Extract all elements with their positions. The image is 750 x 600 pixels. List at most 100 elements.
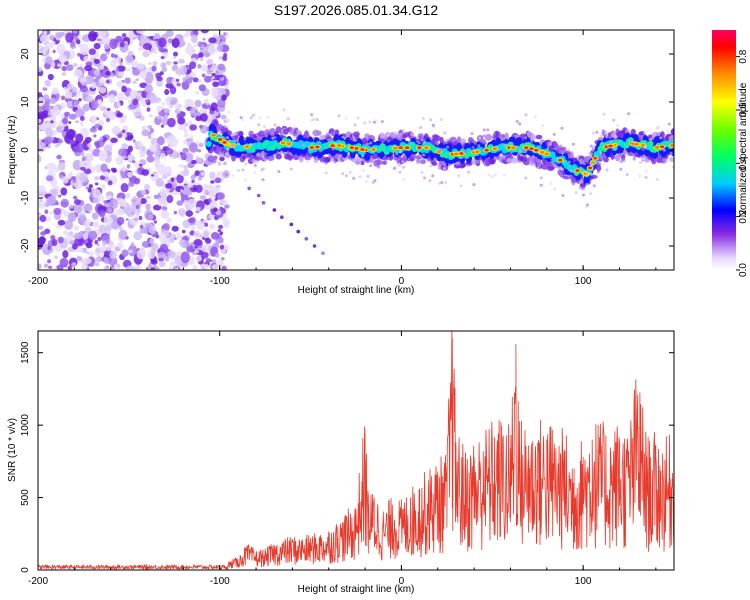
noise-blob [190, 159, 197, 165]
signal-scatter [344, 174, 348, 178]
noise-blob [180, 189, 184, 192]
signal-halo [417, 133, 424, 141]
noise-blob [148, 113, 154, 118]
noise-blob [219, 206, 223, 210]
signal-halo [207, 155, 215, 163]
noise-blob [189, 135, 194, 139]
noise-blob [73, 69, 83, 78]
signal-scatter [249, 116, 253, 120]
noise-blob [38, 118, 42, 124]
noise-blob [38, 111, 47, 120]
signal-halo [504, 132, 509, 141]
noise-blob [132, 139, 136, 143]
noise-blob [198, 52, 204, 59]
signal-scatter [632, 157, 636, 161]
noise-blob [45, 127, 53, 137]
signal-scatter [571, 142, 575, 146]
noise-blob [73, 195, 78, 200]
noise-blob [164, 89, 170, 96]
spectral-streak [256, 193, 261, 198]
noise-blob [47, 112, 52, 116]
signal-scatter [422, 175, 426, 179]
noise-blob [121, 129, 126, 134]
signal-scatter [428, 179, 432, 183]
noise-blob [189, 106, 199, 117]
signal-scatter [369, 141, 373, 145]
signal-scatter [539, 176, 543, 180]
noise-blob [144, 98, 149, 103]
noise-blob [120, 183, 129, 193]
signal-peak [523, 146, 529, 150]
noise-blob [38, 105, 43, 112]
noise-blob [139, 163, 143, 167]
noise-blob [150, 242, 159, 251]
colorbar-tick-label: 0.0 [738, 263, 749, 277]
noise-blob [173, 237, 178, 240]
noise-blob [106, 107, 111, 111]
colorbar-tick-label: 0.4 [738, 156, 749, 170]
noise-blob [157, 201, 162, 207]
noise-blob [200, 64, 208, 72]
noise-blob [187, 183, 194, 188]
noise-blob [56, 264, 64, 270]
noise-blob [91, 222, 96, 226]
signal-scatter [481, 139, 485, 143]
x-tick-label: 100 [575, 276, 592, 287]
noise-blob [101, 37, 110, 45]
noise-blob [158, 260, 166, 268]
noise-blob [99, 86, 107, 94]
colorbar-label: Normalized spectral amplitude [738, 82, 749, 217]
noise-blob [160, 152, 166, 159]
signal-scatter [591, 131, 595, 135]
noise-blob [99, 136, 104, 141]
noise-blob [85, 61, 93, 67]
noise-blob [63, 86, 68, 92]
noise-blob [136, 30, 146, 34]
noise-blob [127, 154, 133, 161]
signal-scatter [371, 181, 375, 185]
noise-blob [43, 94, 50, 101]
noise-blob [216, 99, 226, 108]
signal-scatter [659, 136, 663, 140]
noise-blob [88, 184, 93, 189]
noise-blob [44, 209, 49, 215]
signal-scatter [477, 144, 481, 148]
noise-blob [207, 45, 216, 55]
noise-blob [114, 54, 118, 59]
noise-blob [149, 237, 155, 245]
noise-blob [75, 133, 84, 144]
noise-blob [99, 106, 107, 111]
signal-scatter [241, 118, 245, 122]
spectral-streak [289, 222, 294, 227]
signal-scatter [518, 149, 522, 153]
noise-blob [103, 43, 110, 50]
signal-scatter [472, 183, 476, 187]
noise-blob [137, 167, 142, 172]
colorbar-ticks: 0.0 0.2 0.4 0.6 0.8 [736, 49, 749, 277]
noise-blob [57, 161, 66, 171]
noise-blob [83, 55, 90, 63]
noise-blob [189, 124, 198, 131]
noise-blob [107, 207, 113, 213]
signal-scatter [467, 170, 471, 174]
noise-blob [110, 214, 115, 219]
signal-scatter [273, 123, 277, 127]
signal-scatter [548, 142, 552, 146]
signal-scatter [566, 148, 570, 152]
noise-blob [72, 63, 78, 67]
noise-blob [208, 213, 217, 220]
noise-blob [200, 220, 206, 224]
noise-blob [105, 247, 112, 252]
noise-blob [173, 61, 178, 65]
noise-blob [138, 215, 143, 221]
noise-blob [157, 251, 166, 259]
noise-blob [44, 202, 50, 208]
noise-blob [197, 64, 202, 69]
signal-halo [360, 160, 365, 166]
noise-blob [97, 98, 103, 105]
noise-blob [112, 112, 116, 115]
signal-scatter [487, 173, 491, 177]
noise-blob [210, 232, 220, 240]
noise-blob [133, 177, 141, 185]
noise-blob [71, 262, 77, 267]
